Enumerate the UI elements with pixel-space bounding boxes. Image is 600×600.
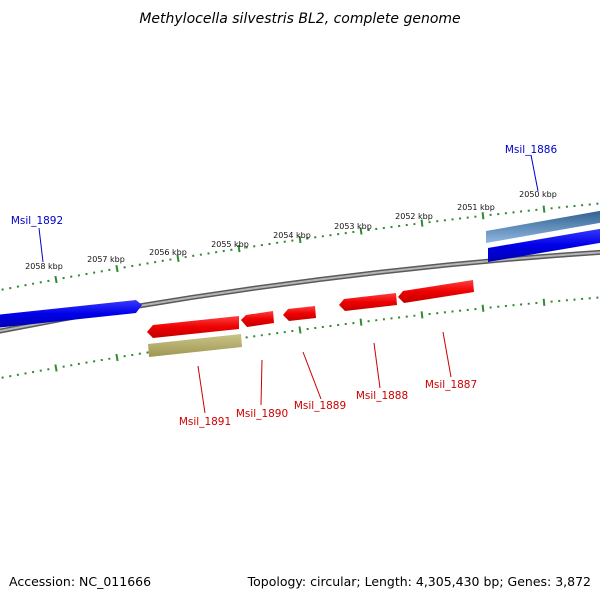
- scale-label-2052: 2052 kbp: [395, 212, 433, 221]
- gene-msil-1889-feature[interactable]: [283, 306, 316, 321]
- scale-tick: [359, 227, 363, 235]
- scale-labels: 2050 kbp 2051 kbp 2052 kbp 2053 kbp 2054…: [25, 190, 557, 271]
- gene-label-msil-1890[interactable]: Msil_1890: [236, 408, 288, 420]
- scale-tick: [237, 244, 241, 253]
- scale-tick: [481, 304, 485, 312]
- genome-summary-text: Topology: circular; Length: 4,305,430 bp…: [247, 574, 591, 589]
- gene-msil-1888-feature[interactable]: [339, 293, 397, 311]
- gene-msil-1891-feature[interactable]: [147, 316, 242, 357]
- gene-label-msil-1891[interactable]: Msil_1891: [179, 416, 231, 428]
- gene-msil-1887-feature[interactable]: [398, 280, 474, 303]
- scale-tick: [420, 219, 424, 227]
- scale-label-2050: 2050 kbp: [519, 190, 557, 199]
- label-leaders: [38, 154, 539, 414]
- scale-tick: [542, 298, 546, 306]
- scale-tick: [359, 318, 363, 326]
- gene-label-msil-1887[interactable]: Msil_1887: [425, 379, 477, 391]
- scale-label-2051: 2051 kbp: [457, 203, 495, 212]
- scale-tick: [115, 353, 119, 362]
- map-title: Methylocella silvestris BL2, complete ge…: [139, 11, 460, 27]
- scale-tick: [542, 205, 546, 213]
- gene-msil-1892-feature[interactable]: [0, 300, 142, 328]
- scale-tick: [298, 326, 302, 334]
- scale-tick: [115, 265, 119, 273]
- scale-tick: [54, 364, 58, 372]
- scale-label-2057: 2057 kbp: [87, 255, 125, 264]
- gene-label-msil-1886[interactable]: Msil_1886: [505, 144, 558, 156]
- gene-label-msil-1888[interactable]: Msil_1888: [356, 390, 408, 402]
- gene-label-msil-1889[interactable]: Msil_1889: [294, 400, 346, 412]
- gene-msil-1886-feature[interactable]: [486, 210, 600, 262]
- genome-backbone: [0, 249, 600, 334]
- scale-tick: [54, 275, 58, 284]
- scale-label-2055: 2055 kbp: [211, 240, 249, 249]
- scale-label-2053: 2053 kbp: [334, 222, 372, 231]
- gene-msil-1890-feature[interactable]: [241, 311, 274, 327]
- gene-label-msil-1892[interactable]: Msil_1892: [11, 215, 63, 227]
- scale-label-2054: 2054 kbp: [273, 231, 311, 240]
- scale-label-2058: 2058 kbp: [25, 262, 63, 271]
- scale-tick: [420, 311, 424, 319]
- scale-tick: [481, 212, 485, 220]
- scale-tick: [298, 235, 302, 244]
- scale-label-2056: 2056 kbp: [149, 248, 187, 257]
- outer-scale-track: [1, 202, 599, 291]
- accession-text: Accession: NC_011666: [9, 574, 151, 589]
- gene-labels: Msil_1892 Msil_1886 Msil_1891 Msil_1890 …: [11, 144, 558, 428]
- scale-tick: [176, 254, 180, 262]
